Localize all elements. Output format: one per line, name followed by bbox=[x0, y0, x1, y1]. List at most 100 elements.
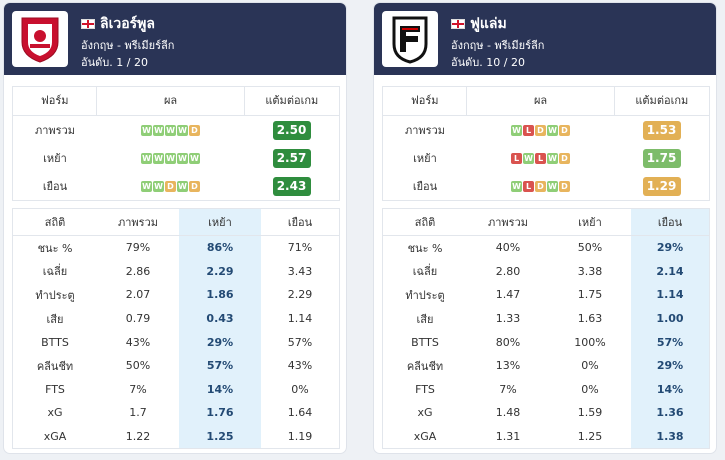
result-badge[interactable]: W bbox=[153, 124, 164, 136]
league-label: อังกฤษ - พรีเมียร์ลีก bbox=[451, 39, 545, 52]
team-header: ลิเวอร์พูล อังกฤษ - พรีเมียร์ลีก อันดับ.… bbox=[4, 3, 346, 75]
result-badge[interactable]: W bbox=[153, 180, 164, 192]
stat-label: คลีนชีท bbox=[406, 359, 444, 373]
stat-value: 1.22 bbox=[125, 430, 151, 444]
ppg-badge: 2.50 bbox=[272, 120, 311, 140]
stat-value: 1.64 bbox=[287, 406, 313, 420]
result-badge[interactable]: W bbox=[189, 152, 200, 164]
column-header: เหย้า bbox=[578, 216, 602, 229]
result-badge[interactable]: W bbox=[141, 124, 152, 136]
stat-value: 2.07 bbox=[125, 288, 151, 302]
result-badge[interactable]: D bbox=[535, 180, 546, 192]
column-header: สถิติ bbox=[414, 216, 436, 229]
result-badge[interactable]: L bbox=[523, 124, 534, 136]
stat-value: 1.63 bbox=[577, 312, 603, 326]
result-badge[interactable]: L bbox=[523, 180, 534, 192]
result-badge[interactable]: W bbox=[177, 180, 188, 192]
result-badge[interactable]: D bbox=[189, 180, 200, 192]
ppg-badge: 1.53 bbox=[642, 120, 681, 140]
stat-value: 1.31 bbox=[495, 430, 521, 444]
stat-value: 1.14 bbox=[287, 312, 313, 326]
column-header: สถิติ bbox=[44, 216, 66, 229]
stat-label: ทำประตู bbox=[405, 288, 445, 302]
column-header: แต้มต่อเกม bbox=[635, 94, 689, 107]
stat-value: 3.38 bbox=[577, 264, 603, 278]
stats-row: xGA 1.22 1.25 1.19 bbox=[13, 424, 339, 449]
form-row-label: เยือน bbox=[412, 180, 438, 193]
form-table-header: ฟอร์ม ผล แต้มต่อเกม bbox=[383, 87, 709, 116]
result-badge[interactable]: W bbox=[523, 152, 534, 164]
result-badge[interactable]: D bbox=[165, 180, 176, 192]
result-badge[interactable]: W bbox=[153, 152, 164, 164]
stat-value: 1.38 bbox=[631, 424, 709, 449]
stats-row: BTTS 80% 100% 57% bbox=[383, 330, 709, 354]
result-badge[interactable]: W bbox=[547, 124, 558, 136]
stat-value: 2.80 bbox=[495, 264, 521, 278]
stat-value: 7% bbox=[129, 382, 147, 396]
form-results: W L D W D bbox=[467, 180, 614, 192]
stat-value: 80% bbox=[495, 335, 521, 349]
stats-row: คลีนชีท 50% 57% 43% bbox=[13, 353, 339, 378]
column-header: เยือน bbox=[287, 216, 313, 229]
result-badge[interactable]: L bbox=[511, 152, 522, 164]
result-badge[interactable]: D bbox=[189, 124, 200, 136]
result-badge[interactable]: D bbox=[559, 152, 570, 164]
stat-value: 1.86 bbox=[179, 283, 261, 307]
stat-value: 43% bbox=[125, 335, 151, 349]
stat-value: 57% bbox=[287, 335, 313, 349]
result-badge[interactable]: W bbox=[177, 124, 188, 136]
ppg-badge: 2.57 bbox=[272, 148, 311, 168]
column-header: ฟอร์ม bbox=[383, 87, 468, 115]
result-badge[interactable]: D bbox=[535, 124, 546, 136]
stat-value: 1.59 bbox=[577, 406, 603, 420]
result-badge[interactable]: W bbox=[141, 152, 152, 164]
stat-label: xGA bbox=[413, 430, 437, 444]
result-badge[interactable]: D bbox=[559, 180, 570, 192]
form-row-away: เยือน W L D W D 1.29 bbox=[383, 172, 709, 200]
result-badge[interactable]: D bbox=[559, 124, 570, 136]
ppg-badge: 1.75 bbox=[642, 148, 681, 168]
stat-label: BTTS bbox=[411, 335, 439, 349]
stats-row: ชนะ % 79% 86% 71% bbox=[13, 236, 339, 260]
form-row-home: เหย้า L W L W D 1.75 bbox=[383, 144, 709, 172]
result-badge[interactable]: W bbox=[511, 124, 522, 136]
form-row-away: เยือน W W D W D 2.43 bbox=[13, 172, 339, 200]
stat-value: 1.33 bbox=[495, 312, 521, 326]
stat-value: 1.19 bbox=[287, 430, 313, 444]
form-results: W L D W D bbox=[467, 124, 614, 136]
stat-value: 0.43 bbox=[179, 306, 261, 331]
team-name[interactable]: ลิเวอร์พูล bbox=[81, 13, 155, 35]
column-header: แต้มต่อเกม bbox=[265, 94, 319, 107]
stat-label: เฉลี่ย bbox=[42, 265, 68, 279]
result-badge[interactable]: W bbox=[547, 180, 558, 192]
stat-value: 2.29 bbox=[287, 288, 313, 302]
stat-value: 1.75 bbox=[577, 288, 603, 302]
stats-table-header: สถิติ ภาพรวม เหย้า เยือน bbox=[13, 209, 339, 236]
stats-row: xG 1.7 1.76 1.64 bbox=[13, 401, 339, 425]
result-badge[interactable]: W bbox=[165, 124, 176, 136]
stats-row: เสีย 1.33 1.63 1.00 bbox=[383, 306, 709, 331]
stat-value: 1.76 bbox=[179, 401, 261, 425]
column-header: เหย้า bbox=[179, 209, 261, 235]
result-badge[interactable]: W bbox=[177, 152, 188, 164]
stat-label: เสีย bbox=[46, 312, 64, 326]
result-badge[interactable]: L bbox=[535, 152, 546, 164]
stat-value: 0% bbox=[581, 359, 599, 373]
rank-label: อันดับ. 10 / 20 bbox=[451, 56, 525, 69]
stat-value: 0% bbox=[581, 382, 599, 396]
stat-value: 50% bbox=[125, 359, 151, 373]
result-badge[interactable]: W bbox=[547, 152, 558, 164]
result-badge[interactable]: W bbox=[141, 180, 152, 192]
stat-value: 79% bbox=[125, 241, 151, 255]
stat-label: เฉลี่ย bbox=[412, 265, 438, 279]
stats-row: คลีนชีท 13% 0% 29% bbox=[383, 353, 709, 378]
stat-value: 14% bbox=[631, 377, 709, 402]
form-table: ฟอร์ม ผล แต้มต่อเกม ภาพรวม W L D W D 1.5… bbox=[382, 86, 710, 201]
team-name[interactable]: ฟูแล่ม bbox=[451, 13, 507, 35]
column-header: ภาพรวม bbox=[487, 216, 528, 229]
result-badge[interactable]: W bbox=[511, 180, 522, 192]
stat-value: 100% bbox=[574, 335, 606, 349]
team-card-fulham: ฟูแล่ม อังกฤษ - พรีเมียร์ลีก อันดับ. 10 … bbox=[374, 3, 716, 453]
result-badge[interactable]: W bbox=[165, 152, 176, 164]
stats-table-header: สถิติ ภาพรวม เหย้า เยือน bbox=[383, 209, 709, 236]
